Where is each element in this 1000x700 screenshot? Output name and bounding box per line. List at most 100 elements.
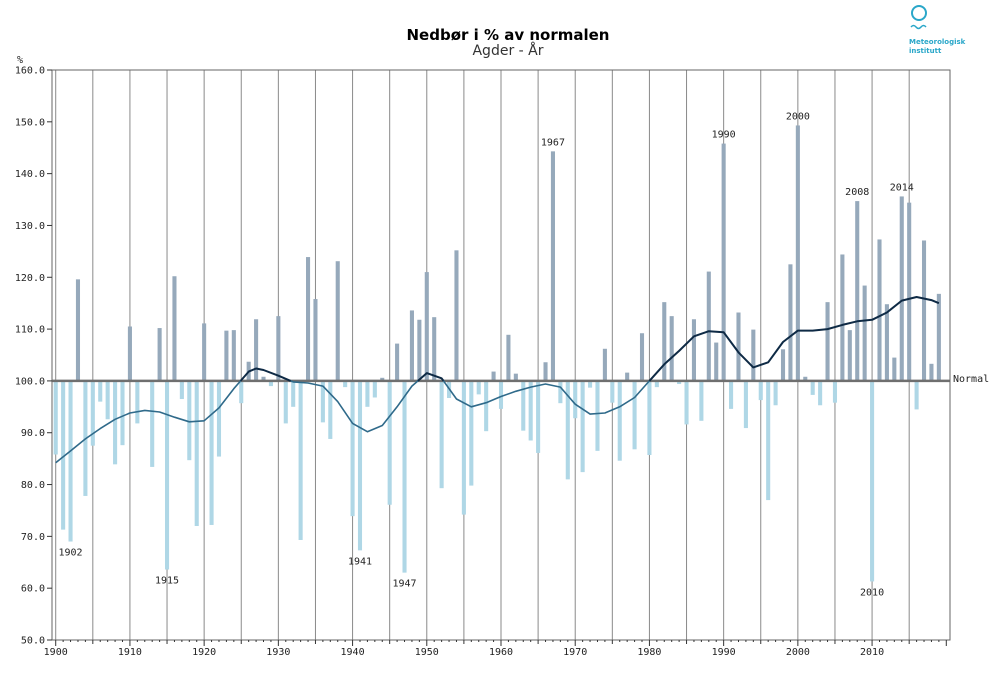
bar-1987 — [699, 380, 704, 421]
bar-1906 — [98, 380, 103, 402]
bar-1931 — [283, 380, 288, 424]
annotation-1947: 1947 — [392, 579, 416, 590]
bar-1977 — [625, 372, 630, 381]
x-axis: 1900 1910 1920 1930 1940 1950 1960 1970 1980 1990… — [44, 640, 947, 658]
bar-1993 — [743, 380, 748, 429]
y-tick-label: 90.0 — [21, 428, 45, 439]
bar-1961 — [506, 334, 511, 381]
bar-1917 — [179, 380, 184, 400]
annotation-1915: 1915 — [155, 576, 179, 587]
bar-1928 — [261, 376, 266, 381]
smooth-segment-0 — [55, 380, 242, 464]
bar-1955 — [461, 380, 466, 515]
bar-1962 — [513, 373, 518, 381]
bar-1911 — [135, 380, 140, 424]
bar-1915 — [164, 380, 170, 570]
y-tick-label: 50.0 — [21, 636, 45, 647]
bar-2008 — [855, 201, 860, 381]
bar-1913 — [150, 380, 155, 467]
bar-2015 — [907, 202, 912, 381]
bar-1970 — [573, 380, 578, 419]
annotation-2014: 2014 — [890, 182, 914, 193]
bar-2000 — [795, 125, 800, 381]
bar-1908 — [113, 380, 118, 465]
x-tick-label: 1990 — [712, 647, 736, 658]
bar-2003 — [818, 380, 823, 406]
y-axis-unit: % — [17, 55, 23, 66]
bar-1973 — [595, 380, 600, 451]
bar-1992 — [736, 312, 741, 381]
bar-1940 — [350, 380, 355, 517]
bar-1967 — [550, 151, 555, 381]
y-tick-label: 60.0 — [21, 584, 45, 595]
bar-2001 — [803, 376, 808, 381]
bar-1981 — [654, 380, 659, 388]
x-tick-label: 2000 — [786, 647, 810, 658]
bar-1933 — [298, 380, 303, 540]
bar-1959 — [491, 371, 496, 381]
bar-1978 — [632, 380, 637, 450]
bar-2018 — [929, 363, 934, 381]
bar-1982 — [662, 302, 667, 381]
bar-1984 — [677, 380, 682, 385]
smooth-segment-2 — [290, 380, 419, 433]
bar-1905 — [90, 380, 95, 446]
y-tick-label: 150.0 — [15, 117, 45, 128]
bar-1920 — [202, 323, 207, 381]
x-tick-label: 1970 — [563, 647, 587, 658]
bar-1901 — [61, 380, 66, 530]
bar-1969 — [565, 380, 570, 480]
bar-1966 — [543, 362, 548, 381]
bar-1903 — [75, 279, 81, 381]
bar-1938 — [335, 261, 340, 381]
bar-1910 — [127, 326, 132, 381]
bar-1924 — [231, 330, 236, 381]
smooth-segment-3 — [417, 372, 445, 382]
bar-1998 — [780, 349, 786, 381]
logo-wave-icon — [910, 24, 927, 30]
bar-1985 — [684, 380, 689, 425]
bar-1939 — [343, 380, 348, 388]
bar-1996 — [766, 380, 771, 501]
bar-1990 — [721, 143, 726, 381]
annotation-1941: 1941 — [348, 556, 372, 567]
bar-1965 — [536, 380, 541, 453]
bar-1935 — [313, 299, 318, 381]
x-tick-label: 1980 — [637, 647, 661, 658]
y-tick-label: 70.0 — [21, 532, 45, 543]
bar-2004 — [825, 302, 830, 381]
bar-1947 — [402, 380, 407, 573]
chart-title: Nedbør i % av normalen — [407, 26, 610, 44]
bar-1954 — [454, 250, 459, 381]
bar-2010 — [870, 380, 875, 582]
bar-1943 — [372, 380, 377, 398]
bar-1916 — [172, 276, 177, 381]
x-tick-label: 1950 — [415, 647, 439, 658]
bar-1957 — [476, 380, 481, 395]
bar-1991 — [729, 380, 734, 409]
bar-1921 — [209, 380, 214, 525]
bar-2019 — [936, 293, 941, 381]
bar-1995 — [758, 380, 763, 401]
y-tick-label: 110.0 — [15, 325, 45, 336]
bar-2011 — [877, 239, 882, 381]
bar-1952 — [439, 380, 444, 489]
bar-2002 — [810, 380, 815, 395]
bar-1983 — [669, 316, 674, 381]
bar-2006 — [840, 254, 845, 381]
bar-1988 — [706, 271, 711, 381]
x-tick-label: 1910 — [118, 647, 142, 658]
bar-1929 — [268, 380, 273, 387]
bar-1936 — [320, 380, 325, 423]
bar-1948 — [409, 310, 414, 381]
bar-1979 — [639, 333, 645, 381]
annotation-2000: 2000 — [786, 111, 810, 122]
bar-1914 — [157, 328, 162, 381]
bar-1919 — [194, 380, 199, 526]
annotation-1990: 1990 — [712, 130, 736, 141]
bar-1963 — [521, 380, 526, 431]
bar-2014 — [899, 196, 904, 381]
bar-1900 — [53, 380, 58, 455]
bar-2007 — [847, 330, 852, 381]
y-tick-label: 100.0 — [15, 376, 45, 387]
